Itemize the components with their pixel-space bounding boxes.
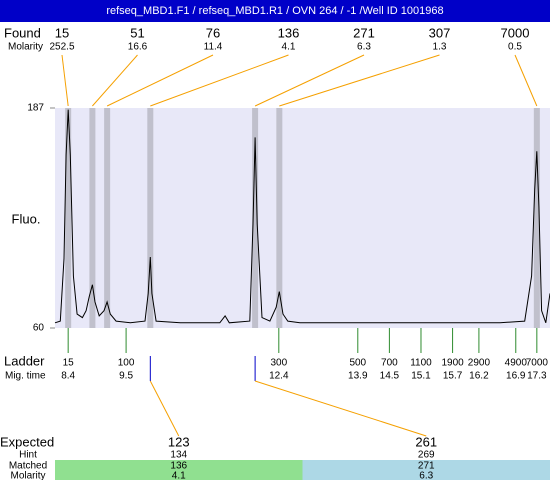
expected-connector [254,380,427,437]
peak-band [533,108,540,328]
found-size: 76 [206,25,220,40]
found-size: 271 [353,25,375,40]
expected-molarity: 6.3 [419,471,433,480]
matched-band [302,460,550,480]
title-bar [0,0,550,22]
mig-time-label: Mig. time [5,371,46,382]
expected-connector [149,380,180,437]
matched-band [55,460,303,480]
expected-label: Expected [0,434,54,449]
ladder-time: 12.4 [269,371,289,382]
ladder-time: 8.4 [61,371,75,382]
found-connector [150,54,289,107]
ladder-time: 13.9 [348,371,368,382]
trace [54,109,550,324]
ladder-size: 4900 [505,358,528,369]
matched: 271 [418,461,435,472]
expected-size: 123 [168,434,190,449]
peak-band [89,108,96,328]
found-molarity: 252.5 [49,42,74,53]
ladder-size: 2900 [468,358,491,369]
found-size: 136 [278,25,300,40]
y-tick-label: 187 [27,103,44,114]
ladder-size: 1100 [410,358,432,369]
ladder-size: 1900 [441,358,464,369]
found-molarity-label: Molarity [8,42,43,53]
found-connector [514,54,538,107]
title: refseq_MBD1.F1 / refseq_MBD1.R1 / OVN 26… [106,5,443,17]
expected-molarity-label: Molarity [10,471,45,480]
found-molarity: 0.5 [508,42,522,53]
ladder-time: 16.9 [506,371,526,382]
found-connector [279,54,440,107]
found-connector [61,54,69,107]
found-connector [106,54,214,107]
peak-band [65,108,72,328]
plot-area [55,108,550,328]
ladder-time: 16.2 [469,371,489,382]
expected-size: 261 [415,434,437,449]
found-size: 15 [55,25,69,40]
found-molarity: 1.3 [433,42,447,53]
ladder-time: 9.5 [119,371,133,382]
matched: 136 [170,461,187,472]
found-connector [254,54,365,107]
ladder-time: 17.3 [527,371,547,382]
found-size: 51 [130,25,144,40]
ladder-size: 500 [349,358,366,369]
ladder-label: Ladder [4,353,45,368]
found-molarity: 4.1 [282,42,296,53]
found-size: 307 [429,25,451,40]
ladder-size: 700 [381,358,398,369]
found-molarity: 11.4 [204,42,223,53]
ladder-size: 300 [270,358,287,369]
peak-band [104,108,111,328]
ladder-size: 7000 [526,358,549,369]
hint-label: Hint [19,450,37,461]
y-tick-label: 60 [33,323,45,334]
peak-band [147,108,154,328]
found-molarity: 6.3 [357,42,371,53]
peak-band [276,108,283,328]
hint: 134 [170,450,187,461]
ladder-time: 15.1 [411,371,431,382]
found-size: 7000 [501,25,530,40]
hint: 269 [418,450,435,461]
matched-label: Matched [9,461,47,472]
ladder-time: 15.7 [443,371,463,382]
found-molarity: 16.6 [128,42,148,53]
peak-band [252,108,259,328]
found-connector [92,54,138,107]
ladder-size: 15 [63,358,75,369]
expected-molarity: 4.1 [172,471,186,480]
found-label: Found [4,25,41,40]
ladder-size: 100 [118,358,135,369]
y-axis-label: Fluo. [12,211,41,226]
ladder-time: 14.5 [380,371,400,382]
